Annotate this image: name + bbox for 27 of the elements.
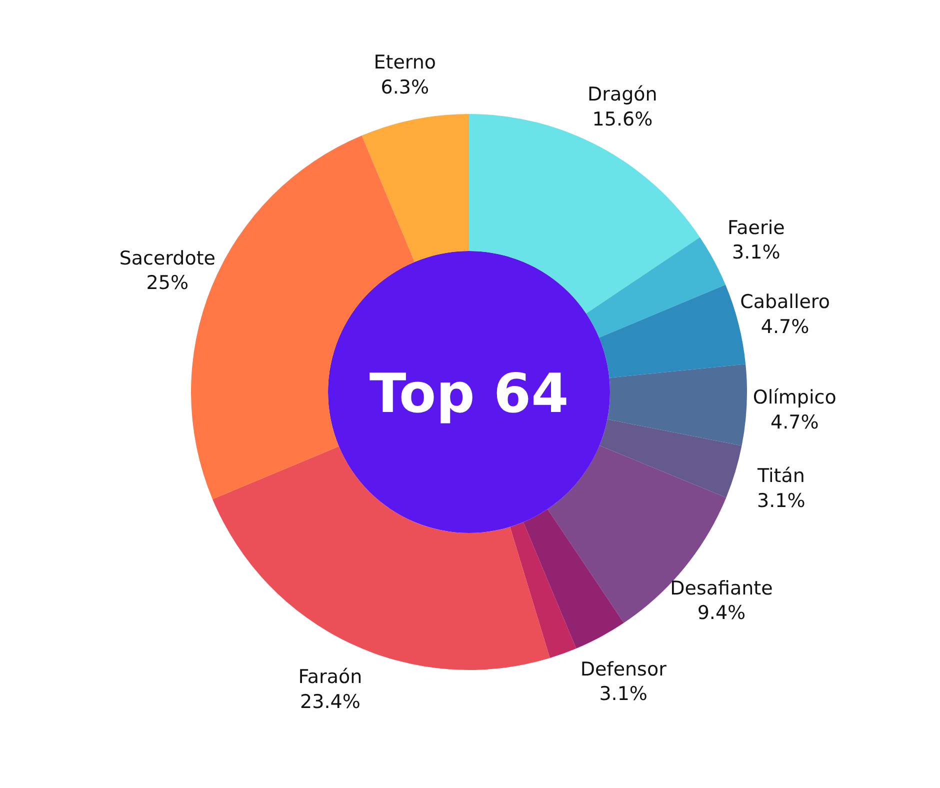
slice-label: Desafiante	[670, 577, 773, 600]
donut-slice	[362, 114, 469, 262]
data-label: 6.3%	[380, 76, 430, 98]
slice-label: Dragón	[588, 84, 658, 106]
slice-label: Faerie	[727, 216, 785, 239]
data-label: 25%	[146, 272, 189, 294]
slice-label: Eterno	[374, 52, 436, 74]
slice-label: Titán	[756, 465, 805, 488]
data-label: 23.4%	[300, 690, 360, 713]
slice-label: Caballero	[740, 291, 830, 314]
donut-slice	[523, 509, 624, 649]
data-label: 4.7%	[760, 316, 810, 338]
text: Top 64	[369, 362, 569, 425]
slice-label: Faraón	[298, 666, 362, 688]
donut-slice	[586, 237, 726, 338]
data-label: 4.7%	[770, 411, 819, 434]
donut-slice	[599, 419, 742, 498]
data-label: 3.1%	[757, 490, 806, 512]
slice-label: Defensor	[580, 658, 667, 680]
slice-label: Olímpico	[752, 386, 836, 409]
data-label: 9.4%	[697, 602, 746, 624]
data-label: 3.1%	[732, 242, 780, 264]
data-label: 15.6%	[592, 108, 653, 130]
donut-slice	[607, 364, 747, 446]
donut-slice	[510, 522, 576, 658]
data-label: 3.1%	[599, 683, 648, 706]
slice-label: Sacerdote	[119, 247, 216, 270]
